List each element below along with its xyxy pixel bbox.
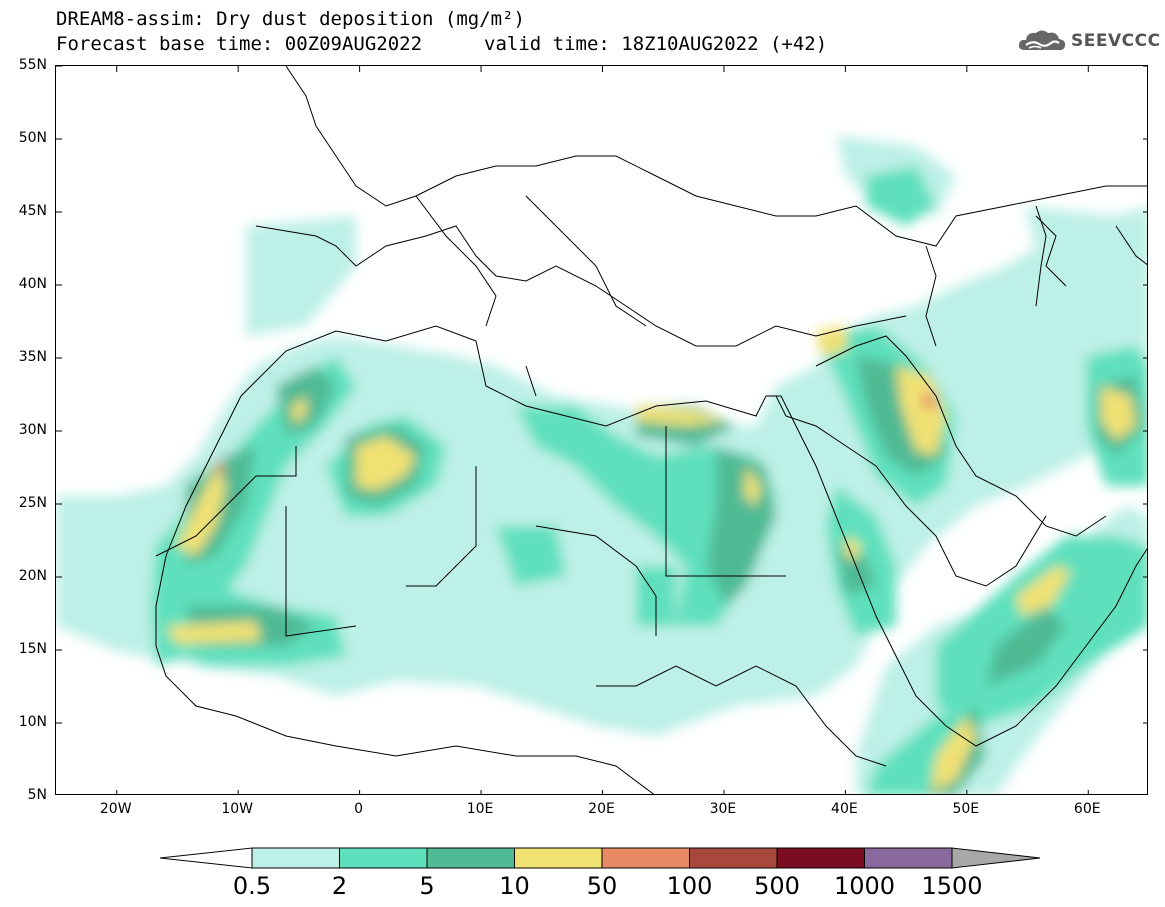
axis-ticks <box>56 66 1147 794</box>
coastlines <box>155 66 1147 794</box>
lat-label: 20N <box>18 568 47 584</box>
lat-label: 15N <box>18 641 47 657</box>
colorbar-label: 500 <box>754 872 800 900</box>
seevccc-logo: SEEVCCC <box>1017 26 1161 56</box>
lat-label: 40N <box>18 276 47 292</box>
colorbar-high-arrow <box>951 847 1040 869</box>
lon-label: 40E <box>831 801 858 817</box>
colorbar-swatch <box>426 847 515 869</box>
lat-label: 50N <box>18 130 47 146</box>
lat-label: 25N <box>18 495 47 511</box>
colorbar-label: 0.5 <box>232 872 272 900</box>
map-canvas <box>56 66 1147 794</box>
lat-label: 55N <box>18 57 47 73</box>
colorbar-label: 1500 <box>921 872 983 900</box>
colorbar-label: 10 <box>499 872 530 900</box>
colorbar-low-arrow <box>160 847 253 869</box>
lon-label: 10E <box>466 801 494 817</box>
colorbar-label: 2 <box>331 872 348 900</box>
valid-time: valid time: 18Z10AUG2022 (+42) <box>484 33 828 55</box>
lon-label: 0 <box>354 801 364 817</box>
colorbar-swatch <box>514 847 603 869</box>
dust-fields <box>56 136 1147 794</box>
lon-label: 50E <box>952 801 980 817</box>
logo-text: SEEVCCC <box>1071 31 1161 51</box>
colorbar-swatch <box>776 847 865 869</box>
colorbar-swatch <box>864 847 953 869</box>
colorbar-swatch <box>339 847 428 869</box>
forecast-base-time: Forecast base time: 00Z09AUG2022 <box>56 33 423 55</box>
colorbar-label: 50 <box>586 872 618 900</box>
dust-deposition-map <box>55 65 1148 795</box>
lat-label: 5N <box>27 787 47 803</box>
lon-label: 20E <box>588 801 615 817</box>
colorbar-label: 1000 <box>833 872 896 900</box>
colorbar-swatch <box>601 847 690 869</box>
colorbar <box>160 847 1040 869</box>
colorbar-label: 100 <box>666 872 713 900</box>
colorbar-swatch <box>689 847 778 869</box>
colorbar-label: 5 <box>419 872 435 900</box>
lon-label: 20W <box>99 801 132 817</box>
lat-label: 45N <box>18 203 47 219</box>
lon-label: 10W <box>221 801 253 817</box>
lon-label: 30E <box>709 801 737 817</box>
lat-label: 30N <box>18 422 47 438</box>
lat-label: 35N <box>18 349 47 365</box>
colorbar-swatch <box>251 847 340 869</box>
lon-label: 60E <box>1073 801 1101 817</box>
cloud-icon <box>1018 30 1066 51</box>
lat-label: 10N <box>18 714 47 730</box>
map-title: DREAM8-assim: Dry dust deposition (mg/m²… <box>56 8 525 30</box>
